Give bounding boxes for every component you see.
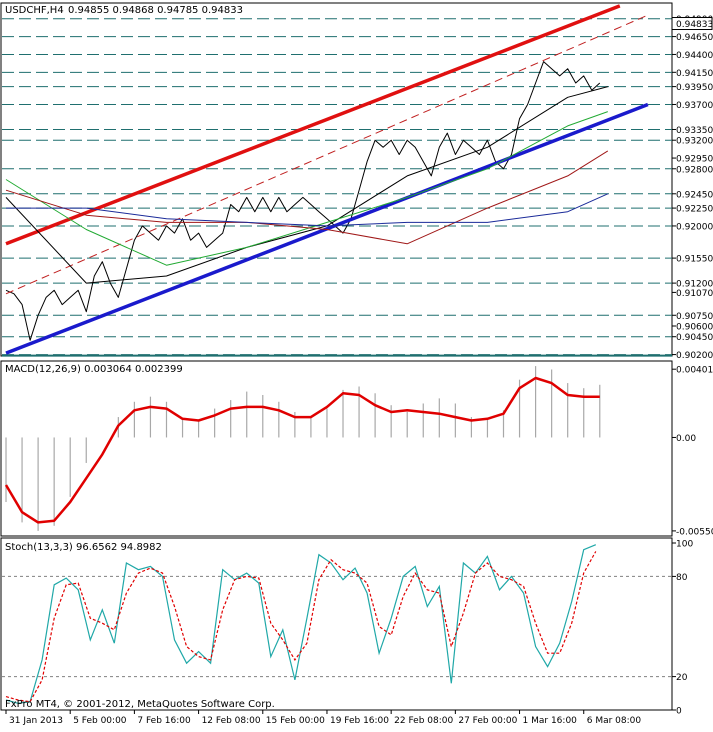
time-tick-label-9: 6 Mar 08:00 (587, 716, 642, 726)
price-tick-label-17: 0.90600 (676, 322, 713, 332)
macd-panel-title: MACD(12,26,9) 0.003064 0.002399 (5, 364, 183, 375)
stoch-tick-label-2: 20 (676, 673, 688, 683)
time-tick-label-6: 22 Feb 08:00 (394, 716, 453, 726)
price-series-ma-navy (6, 193, 609, 227)
price-tick-label-12: 0.92000 (676, 222, 713, 232)
price-tick-label-18: 0.90450 (676, 333, 713, 343)
panel-frame-1 (0, 360, 673, 537)
macd-signal-line (4, 376, 600, 524)
macd-tick-label-2: -0.00550 (676, 527, 713, 537)
price-tick-label-16: 0.90750 (676, 312, 713, 322)
macd-tick-label-0: 0.004018 (676, 366, 713, 376)
price-tick-label-19: 0.90200 (676, 351, 713, 361)
stoch-tick-label-3: 0 (676, 707, 682, 717)
time-tick-label-1: 5 Feb 00:00 (73, 716, 127, 726)
stoch-tick-label-0: 100 (676, 540, 693, 550)
time-tick-label-4: 15 Feb 00:00 (266, 716, 325, 726)
price-tick-label-1: 0.94650 (676, 33, 713, 43)
time-tick-label-3: 12 Feb 08:00 (202, 716, 261, 726)
price-tick-label-4: 0.93950 (676, 83, 713, 93)
stoch-tick-label-1: 80 (676, 573, 688, 583)
price-tick-label-8: 0.92950 (676, 155, 713, 165)
price-ohlc-readout: 0.94855 0.94868 0.94785 0.94833 (68, 5, 243, 16)
stoch-signal-line (5, 551, 597, 703)
price-badge-label: 0.94833 (676, 20, 713, 30)
price-tick-label-10: 0.92450 (676, 190, 713, 200)
price-tick-label-13: 0.91550 (676, 255, 713, 265)
price-tick-label-2: 0.94400 (676, 51, 713, 61)
price-tick-label-6: 0.93350 (676, 126, 713, 136)
price-series-upper-channel (5, 4, 621, 246)
macd-tick-label-1: 0.00 (676, 434, 696, 444)
price-series-ma-darkred (5, 150, 609, 245)
price-series-lower-channel (5, 102, 649, 355)
stoch-panel-title: Stoch(13,3,3) 96.6562 94.8982 (5, 542, 162, 553)
price-tick-label-3: 0.94150 (676, 69, 713, 79)
panel-frame-2 (0, 537, 673, 711)
price-series-ma-green (5, 111, 608, 266)
price-tick-label-7: 0.93200 (676, 137, 713, 147)
price-tick-label-14: 0.91200 (676, 280, 713, 290)
price-tick-label-9: 0.92800 (676, 165, 713, 175)
price-series-usdchf-close (5, 61, 601, 341)
price-panel-title: USDCHF,H4 (5, 5, 64, 16)
price-badge-box (671, 17, 713, 31)
stoch-main-line (5, 544, 597, 704)
price-tick-label-11: 0.92250 (676, 205, 713, 215)
footer-copyright: FxPro MT4, © 2001-2012, MetaQuotes Softw… (5, 699, 275, 710)
time-tick-label-5: 19 Feb 16:00 (330, 716, 389, 726)
time-tick-label-2: 7 Feb 16:00 (137, 716, 191, 726)
time-tick-label-7: 27 Feb 00:00 (458, 716, 517, 726)
price-tick-label-5: 0.93700 (676, 101, 713, 111)
time-tick-label-8: 1 Mar 16:00 (523, 716, 578, 726)
price-tick-label-15: 0.91070 (676, 289, 713, 299)
time-tick-label-0: 31 Jan 2013 (9, 716, 63, 726)
